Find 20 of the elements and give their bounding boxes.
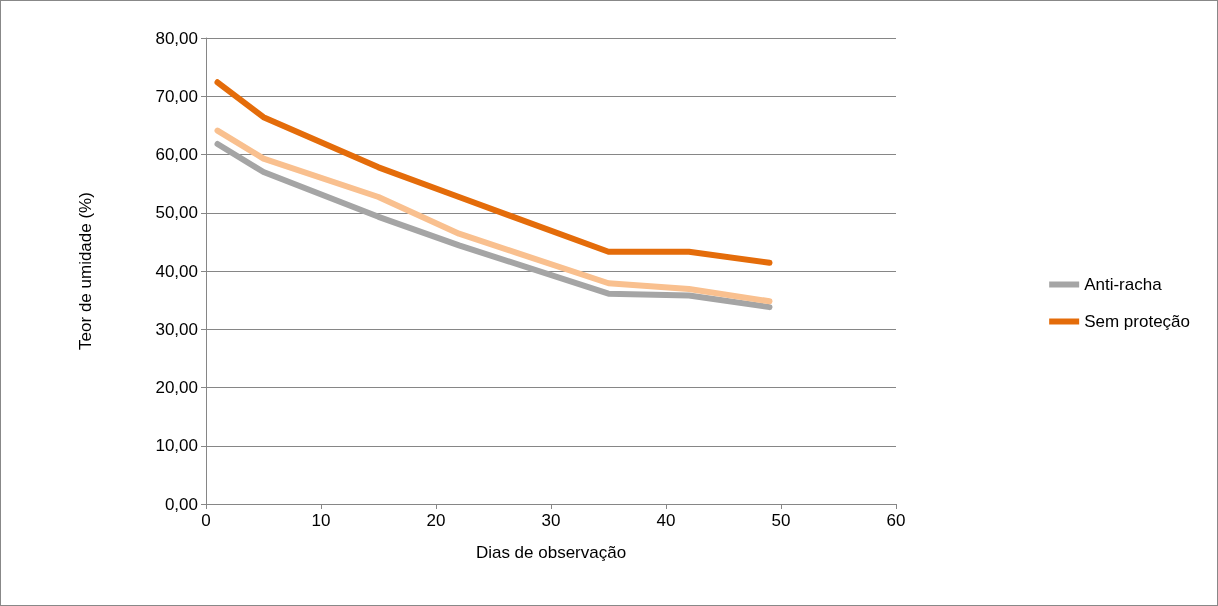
y-tick-label: 70,00 [155,86,198,106]
x-tick-label: 40 [656,511,676,530]
legend-label: Sem proteção [1084,312,1191,331]
y-tick-label: 40,00 [155,261,198,281]
y-tick-label: 60,00 [155,145,198,164]
y-tick-label: 30,00 [155,319,198,339]
x-axis-title: Dias de observação [475,543,627,562]
y-axis-title: Teor de umidade (%) [75,192,95,350]
x-tick-label: 20 [426,511,446,530]
x-tick-label: 0 [201,511,211,530]
y-tick-label: 50,00 [155,203,198,223]
x-tick-label: 50 [771,511,791,530]
y-tick-label: 80,00 [155,28,198,48]
y-tick-label: 20,00 [155,378,198,397]
x-tick-label: 10 [311,511,331,530]
x-tick-label: 60 [886,511,906,530]
legend-label: Anti-racha [1084,275,1163,294]
y-tick-label: 10,00 [155,436,198,456]
x-tick-label: 30 [541,511,561,530]
y-tick-label: 0,00 [164,494,198,514]
